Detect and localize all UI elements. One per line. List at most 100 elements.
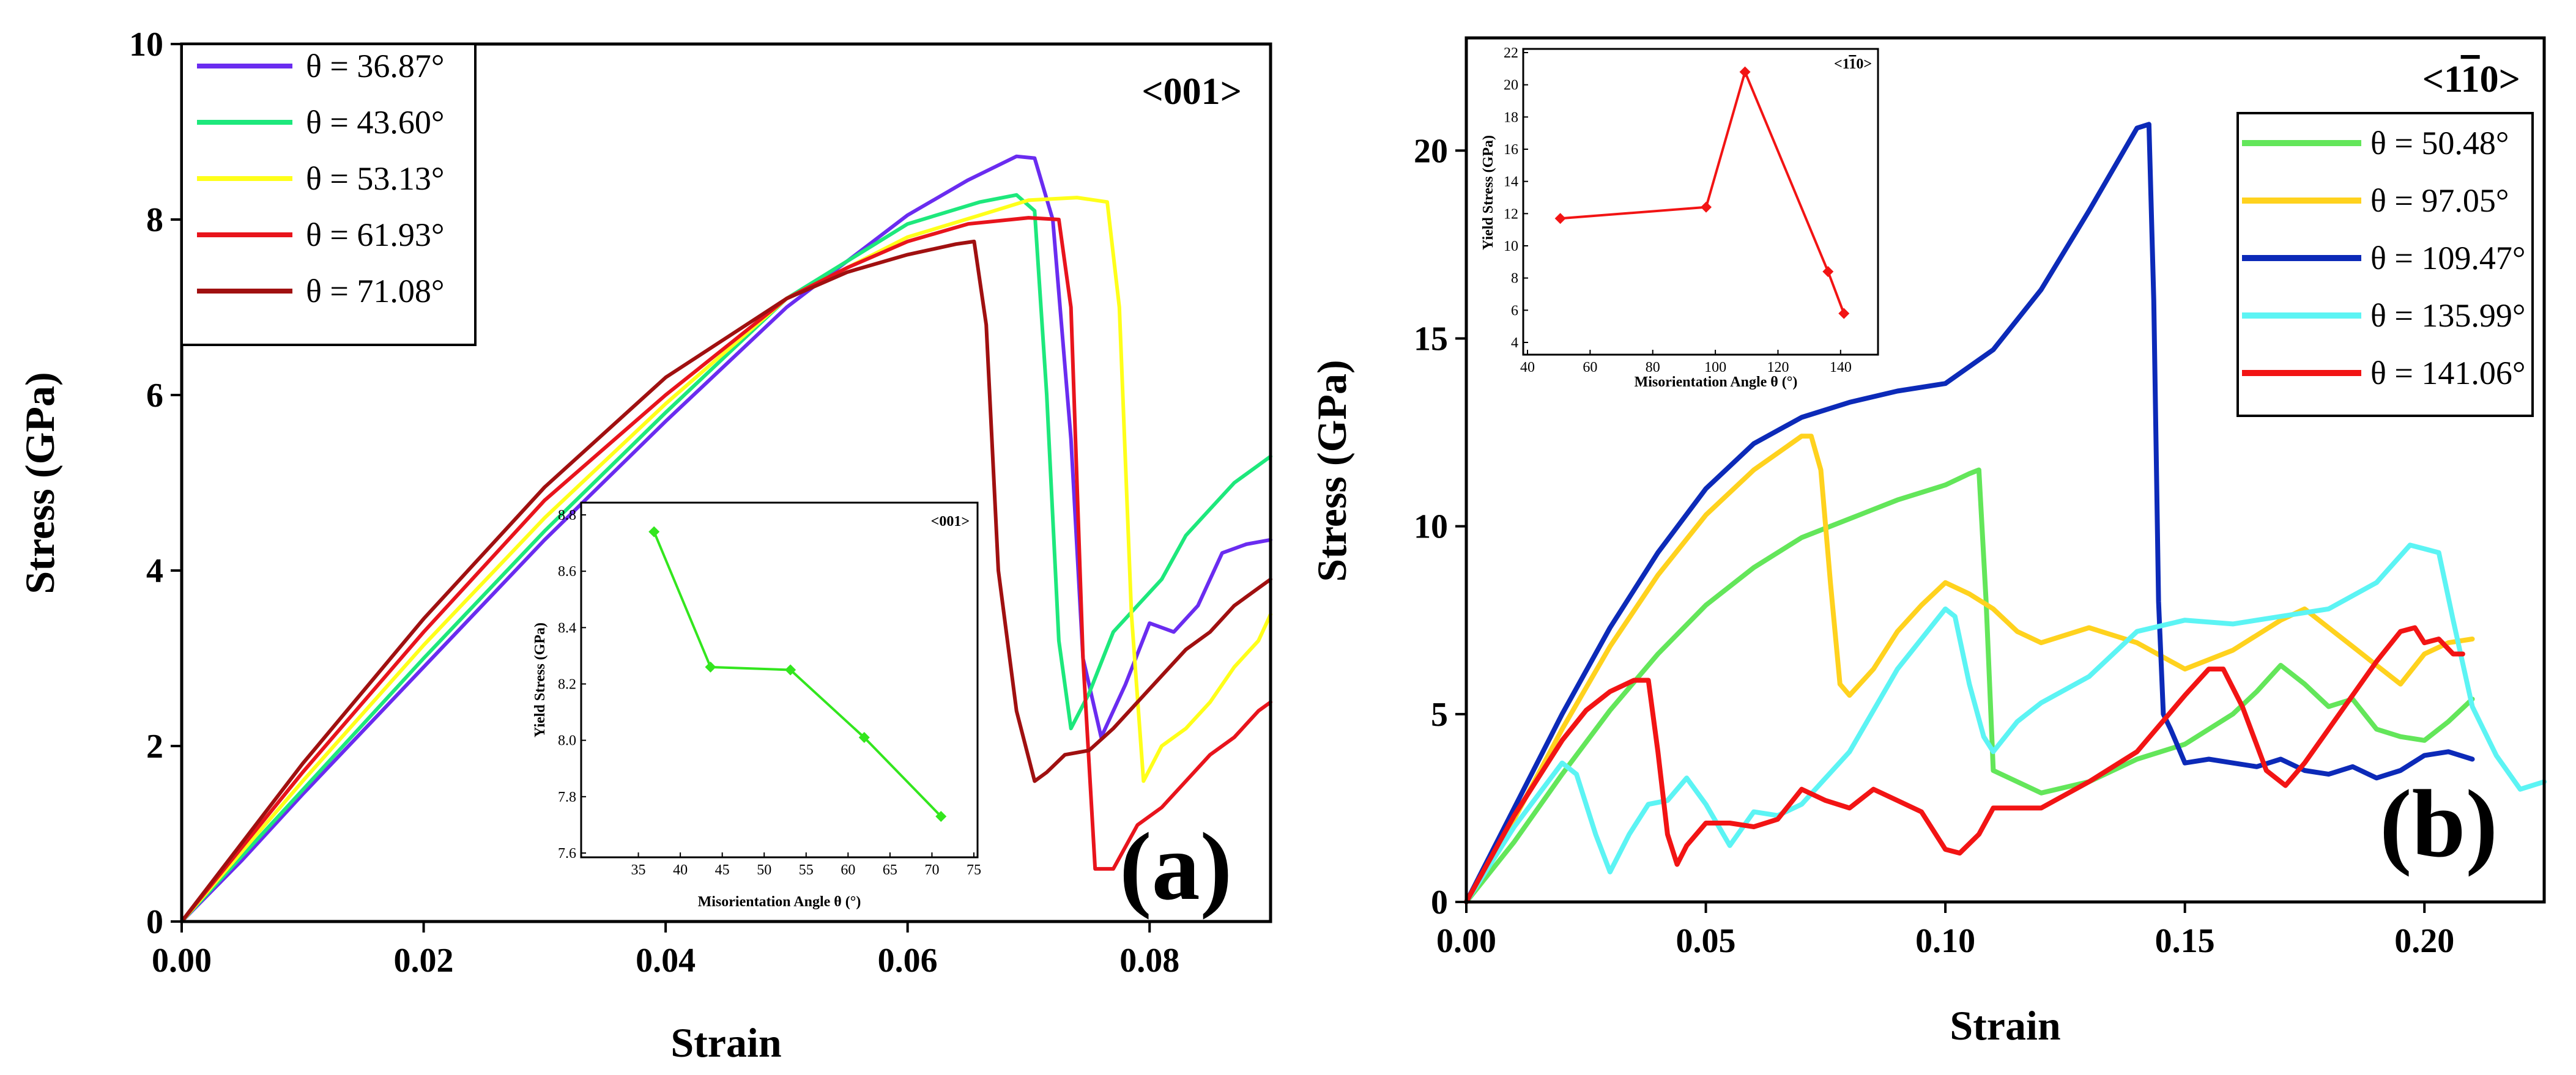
panel-b-series-line-4 — [1464, 542, 2547, 904]
panel-b: 0.00 0.05 0.10 0.15 0.20 0 5 10 15 20 Strain Stre… — [1308, 36, 2547, 1049]
panel-b-legend: θ = 50.48° θ = 97.05° θ = 109.47° θ = 135.9… — [2236, 112, 2534, 417]
panel-a-legend: θ = 36.87° θ = 43.60° θ = 53.13° θ = 61.93°… — [180, 43, 477, 346]
panel-b-x-tick-label: 0.15 — [2155, 922, 2215, 960]
panel-b-inset-frame — [1522, 48, 1879, 356]
panel-a-x-tick-label: 0.06 — [878, 942, 938, 980]
panel-a-series-line-4 — [180, 216, 1272, 923]
panel-a-legend-box — [180, 43, 477, 346]
panel-b-x-tick-label: 0.05 — [1676, 922, 1736, 960]
panel-a-inset-tag: <001> — [931, 514, 970, 530]
panel-a-inset-y-tick-label: 8.2 — [558, 677, 576, 693]
panel-b-x-tick-label: 0.00 — [1436, 922, 1496, 960]
panel-b-x-axis-label: Strain — [1950, 1002, 2060, 1049]
panel-a-inset-y-tick-label: 8.8 — [558, 508, 576, 523]
panel-b-inset-x-tick-label: 60 — [1583, 360, 1597, 375]
panel-b-series-line-2 — [1464, 434, 2475, 904]
panel-a-inset-y-tick-label: 7.6 — [558, 846, 576, 862]
panel-b-plot-series — [1464, 122, 2547, 904]
panel-a-legend-label-2: θ = 43.60° — [306, 104, 444, 141]
panel-a-legend-label-4: θ = 61.93° — [306, 216, 444, 253]
panel-b-inset-y-tick-label: 4 — [1511, 335, 1518, 351]
panel-a-label: (a) — [1119, 813, 1232, 920]
panel-a-inset-y-tick-label: 7.8 — [558, 789, 576, 805]
panel-b-inset-tag-part-2: 1 — [1849, 56, 1856, 72]
panel-a-legend-label-5: θ = 71.08° — [306, 273, 444, 309]
panel-b-inset-marker-3 — [1739, 66, 1751, 78]
panel-b-inset-marker-5 — [1838, 308, 1850, 319]
panel-a-plot-series — [180, 154, 1272, 923]
panel-a-inset-x-tick-label: 65 — [883, 862, 897, 878]
panel-a-inset-x-tick-label: 35 — [631, 862, 646, 878]
panel-a-inset: 35 40 45 50 55 60 65 70 757.67.88.08.28.48.68.8 … — [532, 501, 981, 910]
panel-a-inset-x-tick-label: 45 — [715, 862, 730, 878]
panel-b-series-line-5 — [1464, 625, 2465, 904]
svg-text:<110>: <110> — [2422, 59, 2520, 100]
panel-a-inset-x-tick-label: 50 — [757, 862, 771, 878]
panel-a-inset-marker-3 — [785, 664, 796, 676]
panel-a-y-tick-label: 10 — [129, 26, 163, 64]
panel-b-inset-y-tick-label: 14 — [1504, 174, 1518, 190]
panel-a-inset-x-tick-label: 60 — [841, 862, 855, 878]
panel-b-inset-y-tick-label: 10 — [1504, 238, 1518, 254]
panel-b-inset-y-tick-label: 18 — [1504, 109, 1518, 125]
panel-a-y-tick-label: 8 — [146, 201, 163, 239]
panel-b-inset-y-tick-label: 16 — [1504, 142, 1518, 158]
panel-b-tag-part-2: 1 — [2461, 59, 2480, 100]
panel-b-inset-tag-part-3: 0> — [1856, 56, 1872, 72]
panel-a-x-tick-label: 0.08 — [1119, 942, 1179, 980]
panel-a-y-tick-label: 2 — [146, 728, 163, 766]
panel-b-inset: 40 60 80 100 120 140 4 6 8 10 12 14 16 18 20 22 <110> M… — [1480, 45, 1879, 390]
panel-b-inset-y-tick-label: 8 — [1511, 271, 1518, 287]
panel-b-y-axis-label: Stress (GPa) — [1308, 360, 1355, 582]
panel-a-inset-y-label: Yield Stress (GPa) — [532, 622, 548, 737]
panel-a-inset-x-tick-label: 40 — [673, 862, 688, 878]
panel-b-inset-y-label: Yield Stress (GPa) — [1480, 135, 1496, 250]
panel-b-x-tick-label: 0.10 — [1915, 922, 1975, 960]
panel-a-inset-y-tick-label: 8.0 — [558, 733, 576, 749]
panel-a-inset-marker-2 — [705, 661, 716, 673]
panel-a-series-line-3 — [180, 196, 1272, 923]
panel-a-inset-y-tick-label: 8.4 — [558, 620, 576, 636]
svg-text:<110>: <110> — [1834, 56, 1872, 72]
panel-b-inset-y-tick-label: 20 — [1504, 78, 1518, 94]
panel-a-x-tick-label: 0.04 — [636, 942, 696, 980]
panel-a-inset-x-label: Misorientation Angle θ (°) — [698, 894, 861, 910]
panel-a-inset-y-tick-label: 8.6 — [558, 564, 576, 580]
panel-b-inset-x-tick-label: 120 — [1767, 360, 1789, 375]
panel-b-y-tick-label: 20 — [1414, 132, 1448, 170]
panel-b-tag-part-3: 0> — [2480, 59, 2520, 100]
panel-a-inset-frame — [580, 501, 979, 859]
panel-b-legend-label-1: θ = 50.48° — [2370, 125, 2509, 161]
panel-a-inset-marker-5 — [935, 811, 947, 822]
panel-a-series-line-2 — [180, 193, 1272, 923]
panel-b-x-tick-label: 0.20 — [2394, 922, 2454, 960]
panel-b-y-tick-label: 10 — [1414, 508, 1448, 546]
panel-a-y-tick-label: 0 — [146, 903, 163, 941]
panel-b-legend-label-5: θ = 141.06° — [2370, 355, 2525, 391]
panel-a-inset-x-tick-label: 55 — [799, 862, 814, 878]
panel-a: 0.00 0.02 0.04 0.06 0.08 0 2 4 6 8 10 Strain Stres… — [17, 26, 1272, 1066]
panel-a-ticks: 0.00 0.02 0.04 0.06 0.08 0 2 4 6 8 10 — [129, 26, 1179, 980]
panel-a-y-axis-label: Stress (GPa) — [17, 372, 63, 594]
panel-a-series-line-5 — [180, 239, 1272, 923]
panel-b-y-tick-label: 15 — [1414, 320, 1448, 358]
panel-a-legend-label-3: θ = 53.13° — [306, 160, 444, 197]
panel-b-plot-frame — [1464, 36, 2546, 904]
panel-a-series-line-1 — [180, 154, 1272, 923]
panel-b-inset-y-tick-label: 22 — [1504, 45, 1518, 61]
panel-a-plot-frame — [180, 42, 1272, 923]
panel-b-orientation-tag: <110> — [2422, 59, 2520, 100]
panel-b-label: (b) — [2380, 770, 2498, 877]
panel-b-inset-marker-2 — [1700, 201, 1712, 213]
panel-a-inset-x-tick-label: 70 — [924, 862, 939, 878]
panel-b-inset-x-tick-label: 100 — [1704, 360, 1726, 375]
panel-b-inset-tag-part-1: <1 — [1834, 56, 1849, 72]
panel-a-x-tick-label: 0.00 — [152, 942, 212, 980]
panel-b-series-line-3 — [1464, 122, 2475, 904]
panel-a-y-tick-label: 4 — [146, 552, 163, 590]
panel-a-inset-marker-1 — [648, 526, 660, 538]
panel-b-y-tick-label: 0 — [1431, 884, 1448, 922]
panel-a-inset-x-tick-label: 75 — [967, 862, 981, 878]
panel-b-inset-marker-1 — [1554, 213, 1566, 224]
